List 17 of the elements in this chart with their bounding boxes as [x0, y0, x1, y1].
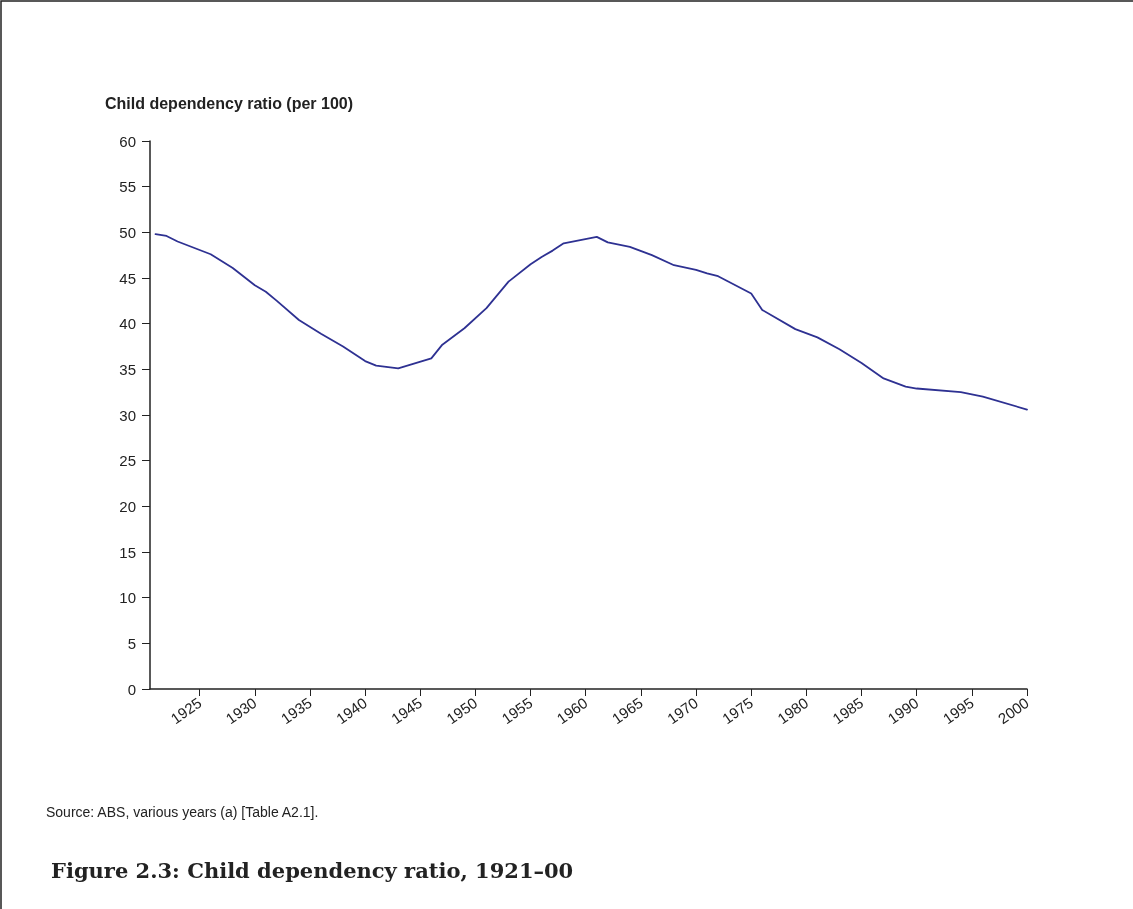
y-tick-label: 25	[119, 452, 136, 470]
line-series	[154, 233, 1028, 411]
y-tick-label: 55	[119, 178, 136, 196]
y-axis-title: Child dependency ratio (per 100)	[105, 94, 354, 112]
y-tick-label: 40	[119, 315, 136, 333]
y-tick-label: 10	[119, 589, 136, 607]
y-tick-label: 50	[119, 223, 136, 241]
y-tick-label: 5	[127, 634, 136, 652]
y-tick-label: 20	[119, 497, 136, 515]
y-tick-label: 45	[119, 269, 136, 287]
source-note: Source: ABS, various years (a) [Table A2.1].	[46, 804, 319, 820]
y-tick-label: 35	[119, 360, 136, 378]
y-tick-label: 30	[119, 406, 136, 424]
y-tick-label: 15	[119, 543, 136, 561]
text: Figure 2.3: Child dependency ratio, 1921–00	[51, 858, 574, 883]
y-tick-label: 0	[127, 680, 136, 698]
y-tick-label: 60	[119, 132, 136, 150]
